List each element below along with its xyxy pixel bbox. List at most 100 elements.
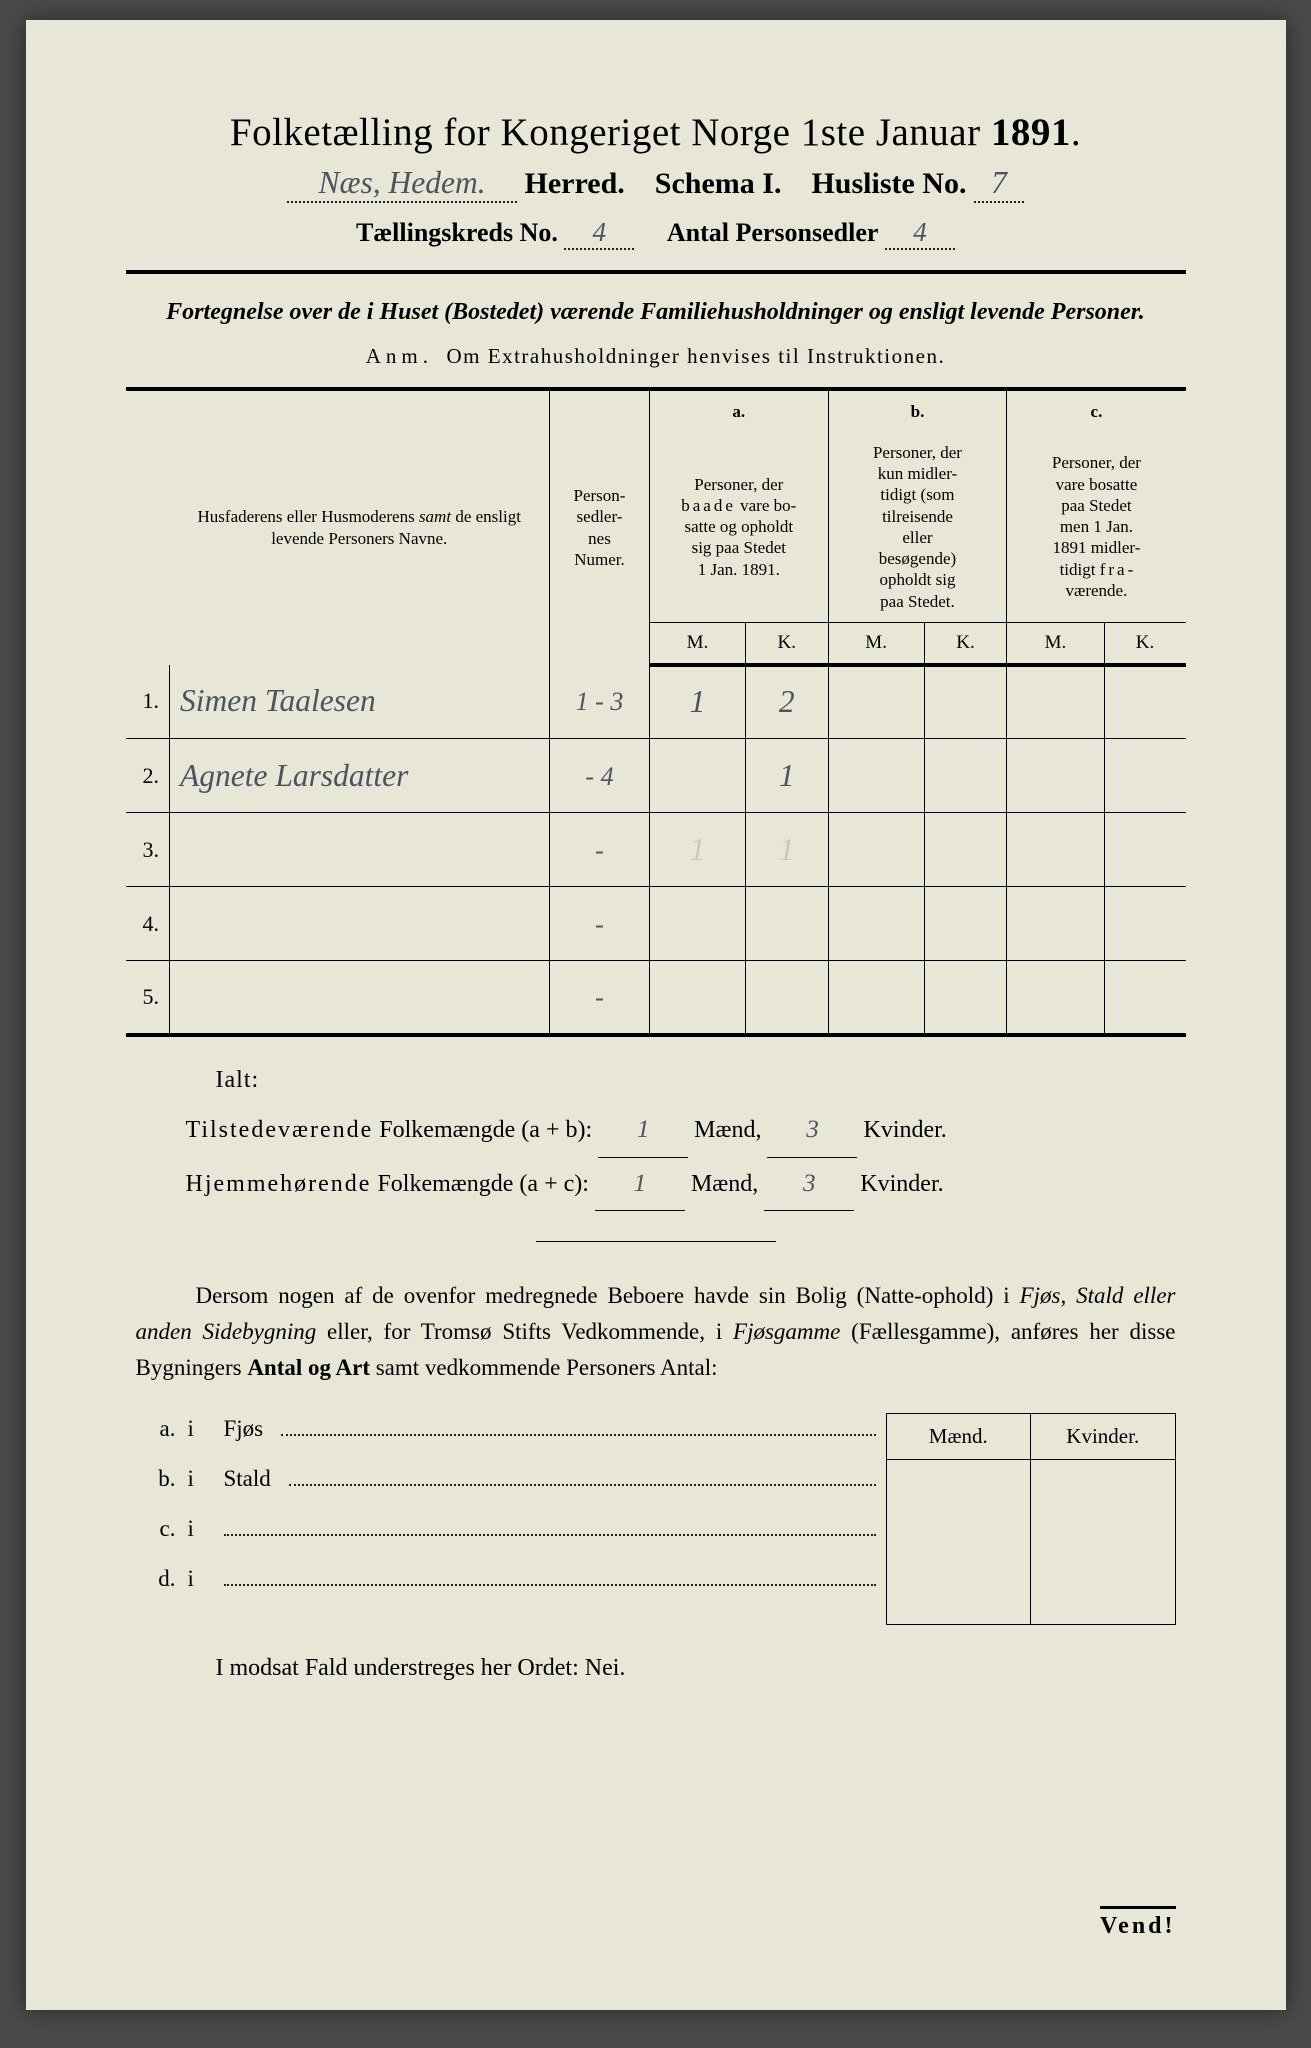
- col-b-desc: Personer, derkun midler-tidigt (somtilre…: [828, 432, 1007, 623]
- schema-label: Schema I.: [655, 167, 782, 200]
- herred-value: Næs, Hedem.: [287, 165, 517, 203]
- row-name: Simen Taalesen: [170, 665, 550, 739]
- dotted-fill: [281, 1413, 875, 1436]
- row-c-k: [1104, 887, 1185, 961]
- row-numer: -: [550, 961, 650, 1035]
- row-number: 4.: [126, 887, 170, 961]
- row-b-m: [828, 813, 924, 887]
- row-b-k: [924, 961, 1007, 1035]
- row-a-k: 1: [746, 813, 829, 887]
- abcd-line: d.i: [136, 1563, 876, 1613]
- row-a-k: 1: [746, 739, 829, 813]
- abcd-word: Stald: [224, 1466, 277, 1492]
- row-numer: - 4: [550, 739, 650, 813]
- col-names: Husfaderens eller Husmoderens samt de en…: [170, 389, 550, 665]
- kreds-label: Tællingskreds No.: [356, 218, 558, 247]
- row-a-m: 1: [650, 665, 746, 739]
- ialt-label: Ialt:: [216, 1067, 1186, 1094]
- household-table: Husfaderens eller Husmoderens samt de en…: [126, 387, 1186, 1037]
- sedler-label: Antal Personsedler: [667, 218, 879, 247]
- abcd-tag: d.: [136, 1566, 176, 1592]
- abcd-word: Fjøs: [224, 1416, 270, 1442]
- tot2-k: 3: [764, 1158, 854, 1212]
- title-year: 1891: [991, 111, 1071, 154]
- kreds-no: 4: [564, 217, 634, 250]
- final-line: I modsat Fald understreges her Ordet: Ne…: [216, 1655, 1176, 1682]
- row-b-m: [828, 961, 924, 1035]
- tot1-label: Tilstedeværende: [186, 1117, 374, 1143]
- row-c-m: [1007, 887, 1104, 961]
- vend-label: Vend!: [1100, 1906, 1175, 1940]
- row-c-m: [1007, 961, 1104, 1035]
- mk-box: Mænd. Kvinder.: [886, 1413, 1176, 1625]
- row-a-m: [650, 739, 746, 813]
- col-a-desc: Personer, derbaade vare bo-satte og opho…: [650, 432, 829, 623]
- col-c-m: M.: [1007, 622, 1104, 664]
- col-b-m: M.: [828, 622, 924, 664]
- row-a-k: [746, 961, 829, 1035]
- table-row: 4. -: [126, 887, 1186, 961]
- maend-2: Mænd,: [691, 1171, 758, 1197]
- row-numer: -: [550, 887, 650, 961]
- row-b-k: [924, 739, 1007, 813]
- header-line-2: Næs, Hedem. Herred. Schema I. Husliste N…: [126, 165, 1186, 203]
- tot1-m: 1: [598, 1104, 688, 1158]
- row-c-k: [1104, 961, 1185, 1035]
- mk-maend: Mænd.: [887, 1414, 1031, 1460]
- abcd-tag: c.: [136, 1516, 176, 1542]
- mk-kvinder: Kvinder.: [1031, 1414, 1175, 1460]
- title-text: Folketælling for Kongeriget Norge 1ste J…: [230, 111, 981, 154]
- maend-1: Mænd,: [694, 1117, 761, 1143]
- subtitle: Fortegnelse over de i Huset (Bostedet) v…: [126, 296, 1186, 330]
- row-number: 3.: [126, 813, 170, 887]
- tot2-term: Folkemængde (a + c):: [377, 1171, 589, 1197]
- row-c-k: [1104, 739, 1185, 813]
- col-c-desc: Personer, dervare bosattepaa Stedetmen 1…: [1007, 432, 1186, 623]
- row-b-m: [828, 887, 924, 961]
- anm-rest: Om Extrahusholdninger henvises til Instr…: [447, 344, 946, 368]
- main-title: Folketælling for Kongeriget Norge 1ste J…: [126, 110, 1186, 155]
- row-b-m: [828, 665, 924, 739]
- totals-block: Tilstedeværende Folkemængde (a + b): 1 M…: [186, 1104, 1186, 1212]
- rule-1: [126, 270, 1186, 274]
- abcd-tag: a.: [136, 1416, 176, 1442]
- col-a-label: a.: [650, 389, 829, 432]
- row-c-m: [1007, 813, 1104, 887]
- row-a-m: 1: [650, 813, 746, 887]
- row-b-m: [828, 739, 924, 813]
- col-c-k: K.: [1104, 622, 1185, 664]
- mid-rule: [536, 1241, 776, 1242]
- table-row: 3.-11: [126, 813, 1186, 887]
- row-name: Agnete Larsdatter: [170, 739, 550, 813]
- abcd-tag: b.: [136, 1466, 176, 1492]
- kvinder-2: Kvinder.: [860, 1171, 943, 1197]
- husliste-label: Husliste No.: [811, 167, 966, 200]
- tot2-label: Hjemmehørende: [186, 1171, 372, 1197]
- row-b-k: [924, 665, 1007, 739]
- herred-label: Herred.: [525, 167, 625, 200]
- col-numer: Person-sedler-nesNumer.: [550, 389, 650, 665]
- anm-lead: Anm.: [366, 344, 433, 368]
- sedler-no: 4: [885, 217, 955, 250]
- row-name: [170, 813, 550, 887]
- col-b-label: b.: [828, 389, 1007, 432]
- row-b-k: [924, 813, 1007, 887]
- row-b-k: [924, 887, 1007, 961]
- lower-paragraph: Dersom nogen af de ovenfor medregnede Be…: [136, 1278, 1176, 1385]
- row-number: 5.: [126, 961, 170, 1035]
- row-a-k: [746, 887, 829, 961]
- row-number: 1.: [126, 665, 170, 739]
- header-line-3: Tællingskreds No. 4 Antal Personsedler 4: [126, 217, 1186, 250]
- table-row: 1.Simen Taalesen1 - 312: [126, 665, 1186, 739]
- row-name: [170, 887, 550, 961]
- husliste-no: 7: [974, 165, 1024, 203]
- abcd-i: i: [188, 1416, 212, 1442]
- table-row: 5. -: [126, 961, 1186, 1035]
- abcd-line: a. i Fjøs: [136, 1413, 876, 1463]
- dotted-fill: [224, 1513, 876, 1536]
- abcd-i: i: [188, 1466, 212, 1492]
- abcd-i: i: [188, 1516, 212, 1542]
- table-row: 2.Agnete Larsdatter- 41: [126, 739, 1186, 813]
- abcd-line: c. i: [136, 1513, 876, 1563]
- row-c-k: [1104, 665, 1185, 739]
